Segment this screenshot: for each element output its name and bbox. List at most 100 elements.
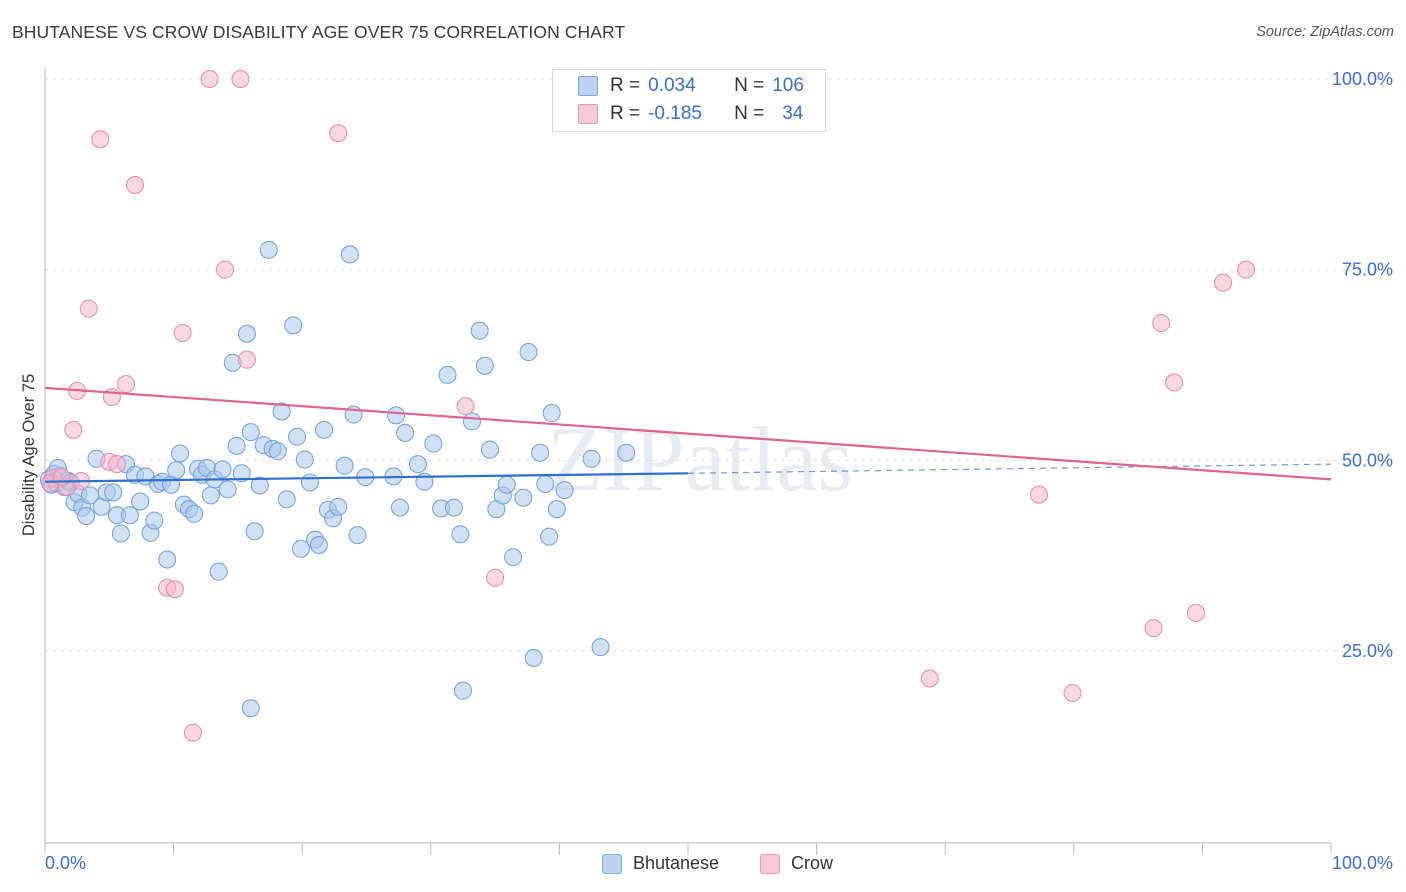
crow-point	[173, 323, 192, 342]
bhutanese-point	[451, 525, 470, 544]
crow-point	[231, 70, 250, 88]
bhutanese-point	[131, 492, 150, 511]
bhutanese-point	[245, 522, 264, 541]
bhutanese-point	[542, 404, 561, 423]
bhutanese-point	[300, 473, 319, 492]
legend-n-label: N =	[734, 75, 765, 96]
bhutanese-point	[209, 562, 228, 581]
crow-point	[1144, 619, 1163, 638]
bhutanese-point	[241, 423, 260, 442]
legend-swatch-pink	[578, 104, 598, 124]
crow-point	[486, 568, 505, 587]
axes	[44, 68, 1332, 855]
bhutanese-point	[284, 316, 303, 335]
crow-point	[79, 299, 98, 318]
crow-point	[102, 388, 121, 407]
y-axis-label: Disability Age Over 75	[20, 374, 38, 536]
crow-point	[1186, 603, 1205, 622]
series-legend-crow: Crow	[760, 853, 833, 874]
legend-n-value: 106	[772, 75, 804, 96]
x-tick-label: 0.0%	[45, 853, 86, 873]
bhutanese-point	[348, 526, 367, 545]
crow-point	[165, 580, 184, 599]
bhutanese-point	[396, 423, 415, 442]
bhutanese-point	[480, 440, 499, 459]
bhutanese-point	[470, 321, 489, 340]
bhutanese-point	[387, 406, 406, 425]
bhutanese-point	[295, 450, 314, 469]
crow-point	[1165, 373, 1184, 392]
bhutanese-point	[232, 464, 251, 483]
bhutanese-point	[111, 524, 130, 543]
bhutanese-point	[241, 699, 260, 718]
crow-point	[183, 723, 202, 742]
legend-n-value: 34	[782, 103, 804, 124]
bhutanese-point	[120, 506, 139, 525]
series-swatch-blue	[602, 853, 622, 874]
legend-n-label: N =	[734, 103, 765, 124]
bhutanese-point	[227, 436, 246, 455]
legend-row-crow: R = -0.185 N = 34	[578, 102, 803, 126]
source-label: Source: ZipAtlas.com	[1256, 24, 1394, 40]
bhutanese-point	[475, 356, 494, 375]
bhutanese-point	[390, 498, 409, 517]
crow-point	[126, 176, 145, 195]
bhutanese-point	[171, 444, 190, 463]
crow-point	[1063, 683, 1082, 702]
tick-labels: 25.0% 50.0% 75.0% 100.0% 0.0% 100.0%	[45, 69, 1393, 873]
bhutanese-trendline	[44, 472, 689, 483]
bhutanese-point	[497, 475, 516, 494]
bhutanese-point	[213, 460, 232, 479]
crow-trendline	[44, 386, 1332, 481]
bhutanese-point	[340, 245, 359, 264]
legend-r-label: R =	[610, 103, 641, 124]
series-swatch-pink	[760, 853, 780, 874]
bhutanese-point	[250, 476, 269, 495]
bhutanese-point	[555, 481, 574, 500]
crow-points	[41, 70, 1256, 742]
bhutanese-point	[237, 324, 256, 343]
regression-lines	[44, 386, 1332, 483]
bhutanese-point	[444, 498, 463, 517]
legend-row-bhutanese: R = 0.034 N = 106	[578, 74, 804, 98]
bhutanese-point	[329, 497, 348, 516]
crow-point	[456, 397, 475, 416]
bhutanese-trendline-extension	[687, 463, 1332, 474]
bhutanese-point	[268, 442, 287, 461]
crow-point	[117, 375, 136, 394]
legend-r-value: -0.185	[648, 103, 702, 124]
crow-point	[329, 124, 348, 143]
crow-point	[91, 130, 110, 149]
bhutanese-points	[39, 240, 636, 718]
legend-r-value: 0.034	[648, 75, 696, 96]
bhutanese-point	[519, 343, 538, 362]
legend-r-label: R =	[610, 75, 641, 96]
y-tick-label: 25.0%	[1342, 641, 1393, 661]
series-legend-bhutanese: Bhutanese	[602, 853, 719, 874]
bhutanese-point	[536, 474, 555, 493]
bhutanese-point	[315, 420, 334, 439]
bhutanese-point	[531, 443, 550, 462]
bhutanese-point	[453, 681, 472, 700]
bhutanese-point	[185, 504, 204, 523]
bhutanese-point	[158, 550, 177, 569]
y-tick-label: 75.0%	[1342, 260, 1393, 280]
bhutanese-point	[291, 539, 310, 558]
bhutanese-point	[104, 483, 123, 502]
crow-point	[200, 70, 219, 88]
crow-point	[1152, 314, 1171, 333]
series-name-bhutanese: Bhutanese	[633, 853, 720, 873]
chart-title: BHUTANESE VS CROW DISABILITY AGE OVER 75…	[12, 22, 626, 42]
bhutanese-point	[591, 638, 610, 657]
y-tick-label: 50.0%	[1342, 450, 1393, 470]
bhutanese-point	[514, 488, 533, 507]
bhutanese-point	[408, 455, 427, 474]
bhutanese-point	[424, 434, 443, 453]
bhutanese-point	[462, 412, 481, 431]
crow-point	[1030, 485, 1049, 504]
bhutanese-point	[504, 548, 523, 567]
bhutanese-point	[524, 648, 543, 667]
bhutanese-point	[77, 507, 96, 526]
bhutanese-point	[582, 449, 601, 468]
bhutanese-point	[167, 461, 186, 480]
